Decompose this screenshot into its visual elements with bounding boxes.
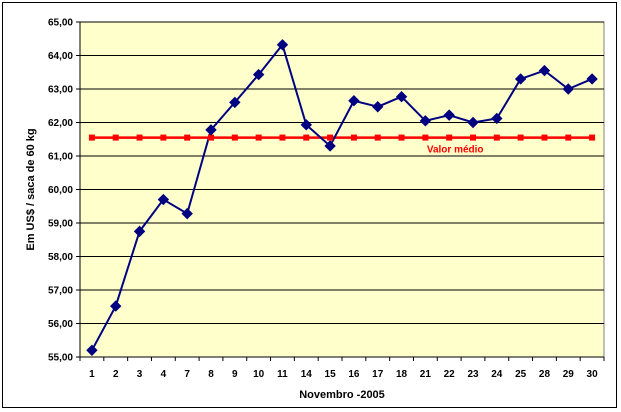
price-point	[276, 39, 289, 51]
y-tick-label: 56,00	[48, 319, 73, 330]
price-point	[324, 140, 336, 152]
x-tick-label: 21	[420, 369, 432, 380]
mean-point	[160, 134, 167, 141]
x-tick-label: 29	[563, 369, 575, 380]
mean-point	[112, 134, 119, 141]
y-tick-label: 61,00	[48, 152, 73, 163]
mean-point	[303, 134, 310, 141]
x-tick-label: 17	[372, 369, 384, 380]
mean-point	[446, 134, 453, 141]
x-tick-label: 3	[137, 369, 143, 380]
mean-point	[470, 134, 476, 141]
axes	[79, 22, 605, 361]
y-tick-label: 57,00	[48, 286, 73, 297]
x-tick-label: 14	[301, 369, 313, 380]
mean-point	[374, 134, 381, 141]
mean-point	[565, 134, 572, 141]
y-axis-tick-labels: 55,00 56,00 57,00 58,00 59,00 60,00 61,00 62,00…	[48, 18, 73, 364]
y-tick-label: 62,00	[48, 118, 73, 129]
x-tick-label: 30	[587, 369, 599, 380]
x-tick-label: 18	[396, 369, 408, 380]
y-axis-title: Em US$ / saca de 60 kg	[25, 128, 37, 250]
mean-point	[255, 134, 262, 141]
mean-point	[350, 134, 357, 141]
mean-point	[88, 134, 95, 141]
price-point	[491, 112, 503, 125]
price-point	[586, 73, 598, 85]
y-tick-label: 65,00	[48, 18, 73, 29]
mean-point	[517, 134, 524, 141]
price-point	[514, 73, 527, 85]
x-axis-tick-labels: 1 2 3 4 7 8 9 10 11 14 15 16 17 18 21 22 23 24 25 28 29 30	[89, 369, 598, 380]
mean-point	[589, 134, 596, 141]
x-tick-label: 11	[277, 369, 288, 380]
price-point	[181, 207, 193, 220]
price-point	[110, 300, 122, 312]
price-point	[443, 109, 455, 121]
mean-point	[231, 134, 238, 141]
mean-point	[493, 134, 500, 141]
mean-point	[541, 134, 548, 141]
x-tick-label: 22	[444, 369, 456, 380]
x-tick-label: 25	[515, 369, 527, 380]
x-tick-label: 1	[89, 369, 95, 380]
price-point	[372, 101, 384, 113]
mean-point	[184, 134, 191, 141]
series-markers	[86, 39, 598, 357]
x-tick-label: 4	[161, 369, 167, 380]
mean-point	[279, 134, 286, 141]
price-point	[205, 124, 217, 136]
price-point	[348, 95, 360, 107]
price-point	[86, 344, 98, 357]
price-point	[229, 96, 241, 109]
price-point	[538, 64, 551, 77]
x-tick-label: 9	[232, 369, 238, 380]
mean-point	[327, 134, 334, 141]
price-series-line	[91, 42, 593, 351]
price-point	[395, 90, 408, 103]
mean-point	[136, 134, 143, 141]
price-point	[467, 116, 479, 129]
price-point	[157, 193, 170, 206]
x-tick-label: 28	[539, 369, 551, 380]
y-tick-label: 58,00	[48, 252, 73, 263]
mean-point	[398, 134, 405, 141]
y-tick-label: 63,00	[48, 85, 73, 96]
mean-value-label: Valor médio	[427, 145, 484, 156]
x-tick-label: 7	[184, 369, 190, 380]
x-tick-label: 10	[253, 369, 265, 380]
price-point	[562, 83, 574, 95]
x-axis-title: Novembro -2005	[299, 389, 385, 401]
x-tick-label: 8	[208, 369, 214, 380]
y-tick-label: 60,00	[48, 185, 73, 196]
price-point	[252, 68, 265, 81]
gridlines	[76, 21, 604, 358]
mean-point	[208, 134, 214, 141]
series-lines	[91, 42, 593, 351]
price-point	[419, 115, 432, 127]
x-tick-label: 23	[467, 369, 479, 380]
price-point	[300, 119, 312, 131]
mean-point	[422, 134, 429, 141]
x-tick-label: 24	[491, 369, 503, 380]
x-tick-label: 15	[325, 369, 337, 380]
x-tick-label: 16	[348, 369, 360, 380]
y-tick-label: 64,00	[48, 51, 73, 62]
y-tick-label: 55,00	[48, 353, 73, 364]
price-point	[133, 225, 146, 238]
y-tick-label: 59,00	[48, 219, 73, 230]
x-tick-label: 2	[113, 369, 119, 380]
